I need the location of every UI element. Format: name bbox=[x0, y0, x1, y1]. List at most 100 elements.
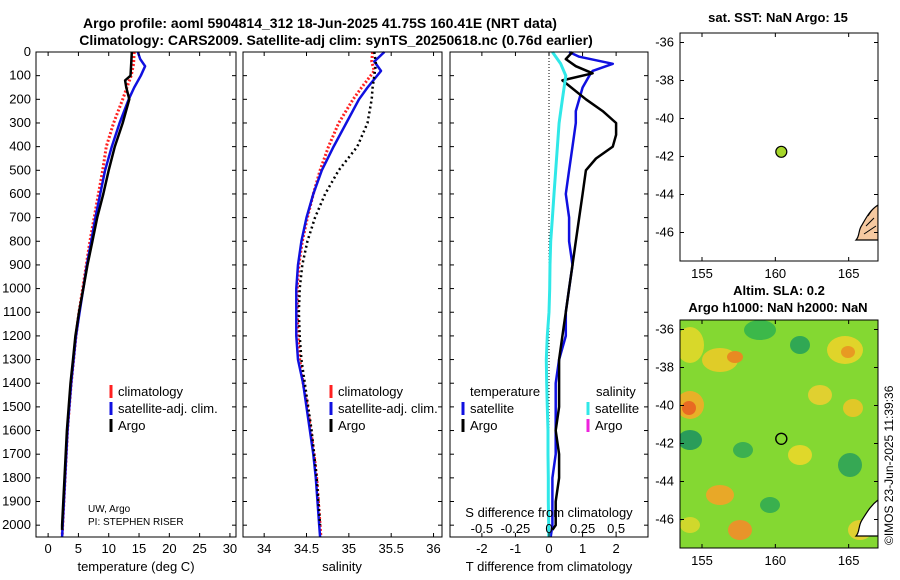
sst-map-frame bbox=[679, 32, 879, 262]
y-tick-label: -42 bbox=[655, 149, 674, 164]
x-tick-label: 165 bbox=[838, 553, 860, 568]
s-difference-label: S difference from climatology bbox=[465, 505, 633, 520]
legend-s-argo-label: Argo bbox=[595, 418, 622, 433]
y-tick-label: 1400 bbox=[2, 375, 31, 390]
x2-tick-label: 0.25 bbox=[570, 521, 595, 536]
title-line-1: Argo profile: aoml 5904814_312 18-Jun-20… bbox=[83, 15, 557, 31]
series-line bbox=[297, 51, 378, 526]
series-line bbox=[60, 51, 147, 538]
legend-salinity-title: salinity bbox=[596, 384, 636, 399]
y-tick-label: 300 bbox=[9, 115, 31, 130]
x-tick-label: 35.5 bbox=[379, 541, 404, 556]
y-tick-label: -44 bbox=[655, 474, 674, 489]
y-tick-label: 600 bbox=[9, 186, 31, 201]
salinity-xlabel: salinity bbox=[322, 559, 362, 574]
sla-blob bbox=[841, 346, 855, 358]
y-tick-label: -40 bbox=[655, 111, 674, 126]
x2-tick-label: -0.25 bbox=[501, 521, 531, 536]
x2-tick-label: -0.5 bbox=[471, 521, 493, 536]
y-tick-label: -38 bbox=[655, 360, 674, 375]
x-tick-label: 30 bbox=[223, 541, 237, 556]
y-tick-label: 900 bbox=[9, 257, 31, 272]
legend-satellite-label: satellite-adj. clim. bbox=[118, 401, 218, 416]
sla-blob bbox=[733, 442, 753, 458]
y-tick-label: -36 bbox=[655, 35, 674, 50]
sla-blob bbox=[706, 485, 734, 505]
sla-map: Altim. SLA: 0.2 Argo h1000: NaN h2000: N… bbox=[655, 283, 879, 568]
difference-panel: -2 -1 0 1 2 -0.5 -0.25 0 0.25 0.5 S difference f… bbox=[449, 50, 649, 574]
y-tick-label: 800 bbox=[9, 233, 31, 248]
y-tick-label: 0 bbox=[24, 44, 31, 59]
y-tick-label: 1300 bbox=[2, 352, 31, 367]
x-tick-label: 155 bbox=[691, 553, 713, 568]
y-tick-label: -38 bbox=[655, 73, 674, 88]
x-tick-label: 0 bbox=[45, 541, 52, 556]
sla-blob bbox=[838, 453, 862, 477]
x-tick-label: 165 bbox=[838, 266, 860, 281]
sst-map: sat. SST: NaN Argo: 15 155 160 165 -36 -38 -4… bbox=[655, 10, 879, 281]
temperature-panel: 0100200300400500600700800900100011001200… bbox=[2, 44, 237, 574]
legend-t-satellite-label: satellite bbox=[470, 401, 514, 416]
x-tick-label: 34 bbox=[257, 541, 271, 556]
x-tick-label: 160 bbox=[764, 266, 786, 281]
sla-blob bbox=[760, 497, 780, 513]
argo-location-marker bbox=[775, 145, 788, 158]
pi-annotation-line-1: UW, Argo bbox=[88, 504, 131, 515]
y-tick-label: -46 bbox=[655, 512, 674, 527]
sla-blob bbox=[680, 430, 702, 450]
y-tick-label: 2000 bbox=[2, 517, 31, 532]
y-tick-label: 500 bbox=[9, 162, 31, 177]
legend-climatology-label: climatology bbox=[118, 384, 184, 399]
x2-tick-label: 0.5 bbox=[607, 521, 625, 536]
y-tick-label: 1000 bbox=[2, 281, 31, 296]
sla-map-frame bbox=[679, 319, 879, 549]
series-line bbox=[60, 51, 134, 530]
x-tick-label: 35 bbox=[342, 541, 356, 556]
legend-satellite-label: satellite-adj. clim. bbox=[338, 401, 438, 416]
sla-blob bbox=[843, 399, 863, 417]
y-tick-label: 1800 bbox=[2, 470, 31, 485]
sla-blob bbox=[788, 445, 812, 465]
legend-climatology-label: climatology bbox=[338, 384, 404, 399]
x-tick-label: 155 bbox=[691, 266, 713, 281]
y-tick-label: 1600 bbox=[2, 423, 31, 438]
x-tick-label: 1 bbox=[579, 541, 586, 556]
x-tick-label: -2 bbox=[476, 541, 488, 556]
sla-map-title-line-2: Argo h1000: NaN h2000: NaN bbox=[688, 300, 867, 315]
legend-t-argo-label: Argo bbox=[470, 418, 497, 433]
sla-blob bbox=[808, 385, 832, 405]
pi-annotation-line-2: PI: STEPHEN RISER bbox=[88, 517, 184, 528]
y-tick-label: -44 bbox=[655, 187, 674, 202]
y-tick-label: 400 bbox=[9, 139, 31, 154]
t-difference-label: T difference from climatology bbox=[466, 559, 633, 574]
series-line bbox=[295, 51, 376, 538]
sst-map-title: sat. SST: NaN Argo: 15 bbox=[708, 10, 848, 25]
x-tick-label: 36 bbox=[426, 541, 440, 556]
sla-blob bbox=[682, 401, 696, 415]
y-tick-label: 1700 bbox=[2, 446, 31, 461]
x-tick-label: 160 bbox=[764, 553, 786, 568]
temperature-xlabel: temperature (deg C) bbox=[77, 559, 194, 574]
series-line bbox=[544, 51, 568, 537]
series-line bbox=[549, 50, 615, 538]
title-line-2: Climatology: CARS2009. Satellite-adj cli… bbox=[79, 32, 593, 48]
y-tick-label: -46 bbox=[655, 225, 674, 240]
sla-blob bbox=[728, 520, 752, 540]
sla-blob bbox=[727, 351, 743, 363]
x-tick-label: 10 bbox=[101, 541, 115, 556]
coastline-detail bbox=[863, 209, 877, 235]
y-tick-label: 1200 bbox=[2, 328, 31, 343]
y-tick-label: 100 bbox=[9, 68, 31, 83]
x-tick-label: 0 bbox=[545, 541, 552, 556]
y-tick-label: -42 bbox=[655, 436, 674, 451]
x-tick-label: 20 bbox=[162, 541, 176, 556]
x-tick-label: 5 bbox=[75, 541, 82, 556]
sla-field-blobs bbox=[680, 320, 872, 540]
sla-blob bbox=[790, 336, 810, 354]
x-tick-label: -1 bbox=[510, 541, 522, 556]
y-tick-label: 200 bbox=[9, 91, 31, 106]
x-tick-label: 34.5 bbox=[294, 541, 319, 556]
difference-legend-salinity: salinity satellite Argo bbox=[586, 384, 639, 433]
sla-map-title-line-1: Altim. SLA: 0.2 bbox=[733, 283, 825, 298]
coastline bbox=[854, 204, 878, 241]
